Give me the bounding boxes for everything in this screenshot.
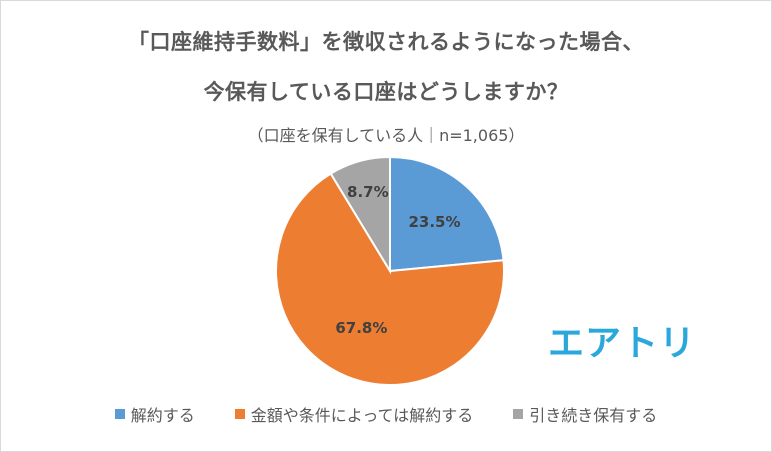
chart-title-line2: 今保有している口座はどうしますか？: [203, 80, 569, 104]
chart-subtitle: （口座を保有している人｜n=1,065）: [247, 126, 525, 145]
legend: 解約する 金額や条件によっては解約する 引き続き保有する: [0, 402, 772, 426]
pie-slice-keep: [329, 155, 391, 275]
airtrip-logo: エアトリ: [548, 323, 697, 364]
legend-item-conditional: 金額や条件によっては解約する: [234, 402, 474, 426]
pie-slice-conditional: [275, 172, 505, 386]
legend-label-conditional: 金額や条件によっては解約する: [250, 406, 474, 425]
legend-swatch-cancel: [114, 409, 125, 419]
legend-swatch-conditional: [234, 409, 245, 419]
pie-label-keep: 8.7%: [347, 183, 389, 201]
pie-label-cancel: 23.5%: [408, 213, 460, 231]
legend-item-keep: 引き続き保有する: [513, 402, 657, 426]
chart-title-line1: 「口座維持手数料」を徴収されるようになった場合、: [128, 30, 644, 54]
pie-label-conditional: 67.8%: [335, 319, 387, 337]
legend-label-keep: 引き続き保有する: [529, 406, 658, 425]
legend-swatch-keep: [513, 409, 524, 419]
legend-label-cancel: 解約する: [130, 406, 195, 425]
legend-item-cancel: 解約する: [114, 402, 195, 426]
pie-slice-cancel: [389, 155, 505, 273]
